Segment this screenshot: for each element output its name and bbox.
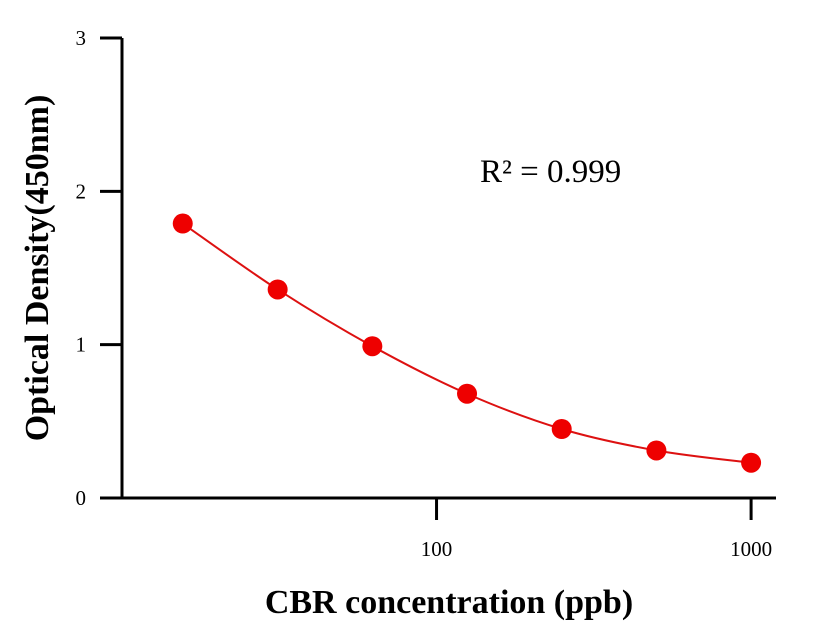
- data-point: [741, 452, 762, 473]
- axes: [120, 38, 776, 500]
- data-points: [172, 213, 762, 473]
- data-point: [172, 213, 193, 234]
- x-ticks: 100 1000: [421, 498, 772, 561]
- data-point: [646, 440, 667, 461]
- y-ticks: 0 1 2 3: [76, 26, 122, 510]
- y-tick-label: 3: [76, 26, 87, 50]
- x-tick-label: 1000: [730, 537, 772, 561]
- data-point: [457, 383, 478, 404]
- x-tick-label: 100: [421, 537, 453, 561]
- y-tick-label: 0: [76, 486, 87, 510]
- y-axis-title: Optical Density(450nm): [19, 95, 56, 442]
- x-axis-title: CBR concentration (ppb): [265, 584, 633, 621]
- fit-curve: [182, 222, 752, 464]
- y-tick-label: 2: [76, 179, 87, 203]
- r-squared-annotation: R² = 0.999: [480, 154, 621, 190]
- data-point: [267, 279, 288, 300]
- data-point: [551, 419, 572, 439]
- y-tick-label: 1: [76, 333, 87, 357]
- data-point: [362, 336, 383, 357]
